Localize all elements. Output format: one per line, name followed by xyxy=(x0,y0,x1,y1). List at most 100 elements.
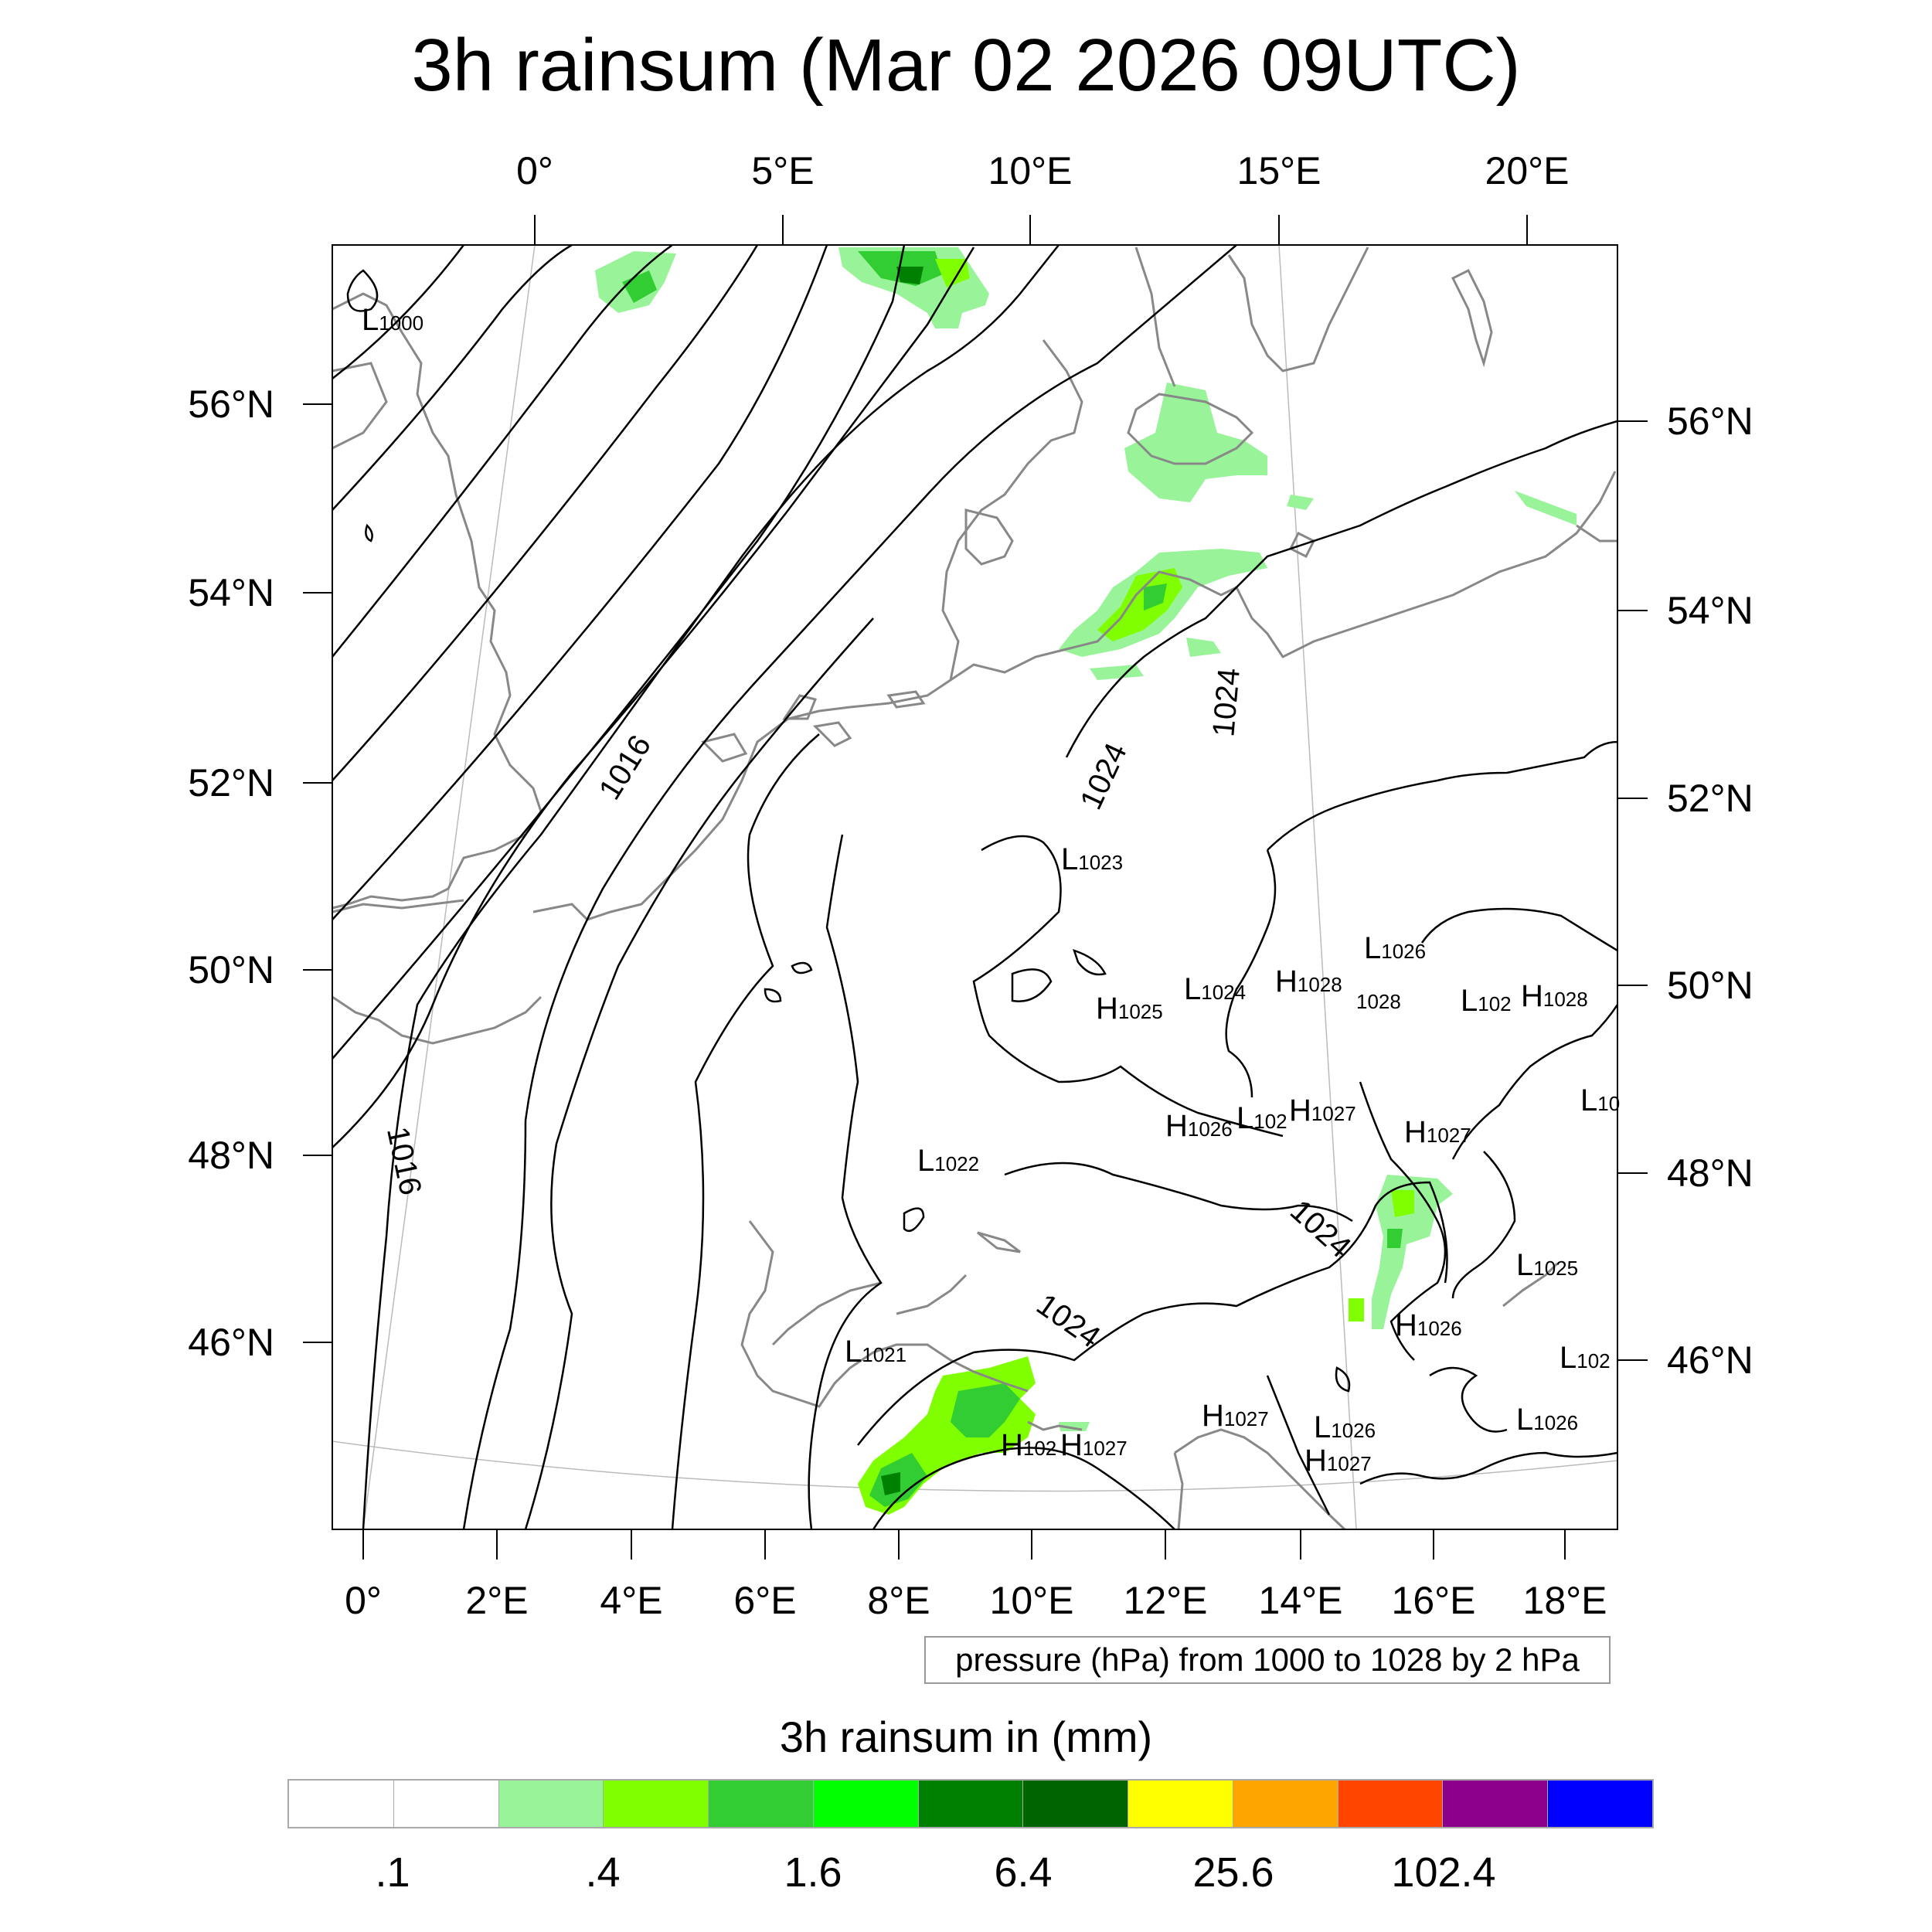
right-lat-label: 48°N xyxy=(1667,1151,1753,1195)
colorbar-label: .4 xyxy=(585,1849,621,1896)
left-lat-label: 54°N xyxy=(188,571,274,614)
top-lon-label: 10°E xyxy=(988,149,1073,192)
contour-label: 1016 xyxy=(380,1124,428,1198)
pressure-center-label: H1027 xyxy=(1060,1428,1128,1462)
pressure-center-label: L102 xyxy=(1236,1101,1287,1135)
pressure-center-label: H1027 xyxy=(1202,1399,1269,1433)
pressure-centers: L1000 L1023 L1026 H1025 L1024 H1028 1028… xyxy=(362,303,1620,1478)
pressure-center-label: L10 xyxy=(1580,1083,1620,1117)
pressure-center-label: H1028 xyxy=(1521,979,1588,1013)
colorbar-swatch xyxy=(604,1781,709,1827)
colorbar-swatch xyxy=(1233,1781,1338,1827)
pressure-center-label: H1027 xyxy=(1304,1444,1372,1478)
colorbar-swatch xyxy=(498,1781,604,1827)
bottom-lon-label: 12°E xyxy=(1123,1579,1208,1622)
pressure-center-label: H1025 xyxy=(1096,992,1163,1026)
rain-patch xyxy=(1124,383,1267,502)
colorbar-label: 25.6 xyxy=(1192,1849,1274,1896)
contour-label: 1024 xyxy=(1284,1193,1358,1264)
pressure-center-label: L1026 xyxy=(1364,931,1426,965)
coastlines xyxy=(332,247,1617,1529)
pressure-center-label: 1028 xyxy=(1356,990,1401,1013)
pressure-center-label: L1021 xyxy=(845,1335,906,1369)
pressure-center-label: L1026 xyxy=(1516,1403,1578,1437)
rain-patch xyxy=(622,270,657,303)
bottom-lon-label: 2°E xyxy=(465,1579,529,1622)
rain-patch xyxy=(951,1383,1020,1437)
pressure-center-label: L102 xyxy=(1461,984,1512,1018)
colorbar-swatch xyxy=(1443,1781,1549,1827)
colorbar-label: .1 xyxy=(375,1849,410,1896)
bottom-lon-label: 10°E xyxy=(989,1579,1074,1622)
map-title: 3h rainsum (Mar 02 2026 09UTC) xyxy=(411,24,1521,107)
right-lat-label: 56°N xyxy=(1667,400,1753,443)
rain-colorbar xyxy=(287,1779,1654,1828)
colorbar-label: 1.6 xyxy=(784,1849,842,1896)
pressure-center-label: L1000 xyxy=(362,303,423,337)
bottom-lon-label: 6°E xyxy=(733,1579,797,1622)
colorbar-swatch xyxy=(1338,1781,1444,1827)
colorbar-swatch xyxy=(1548,1781,1652,1827)
pressure-center-label: H1026 xyxy=(1395,1308,1462,1342)
colorbar-label: 102.4 xyxy=(1391,1849,1496,1896)
colorbar-label: 6.4 xyxy=(994,1849,1053,1896)
left-lat-label: 48°N xyxy=(188,1134,274,1177)
tick-marks xyxy=(303,215,1648,1560)
bottom-lon-label: 16°E xyxy=(1391,1579,1476,1622)
pressure-center-label: L1023 xyxy=(1061,842,1123,876)
legend-title: 3h rainsum in (mm) xyxy=(779,1713,1153,1761)
pressure-center-label: L1022 xyxy=(917,1144,979,1178)
rain-patch xyxy=(1287,495,1314,510)
rain-patch xyxy=(1186,638,1221,657)
pressure-center-label: L1025 xyxy=(1516,1248,1578,1282)
pressure-center-label: H1026 xyxy=(1165,1109,1233,1143)
left-lat-label: 52°N xyxy=(188,761,274,804)
colorbar-swatch xyxy=(289,1781,394,1827)
colorbar-swatch xyxy=(813,1781,919,1827)
pressure-center-label: H102 xyxy=(1001,1428,1056,1462)
rain-patch xyxy=(1387,1229,1403,1248)
colorbar-swatch xyxy=(1023,1781,1129,1827)
top-lon-label: 5°E xyxy=(751,149,815,192)
rain-patch xyxy=(896,267,923,284)
top-lon-label: 15°E xyxy=(1236,149,1321,192)
contour-info-box: pressure (hPa) from 1000 to 1028 by 2 hP… xyxy=(924,1636,1611,1684)
rain-patch xyxy=(1349,1298,1364,1321)
isobars xyxy=(332,245,1617,1529)
colorbar-swatch xyxy=(393,1781,499,1827)
pressure-center-label: L102 xyxy=(1560,1341,1611,1375)
map-frame xyxy=(332,244,1618,1530)
right-lat-label: 52°N xyxy=(1667,777,1753,820)
pressure-center-label: H1027 xyxy=(1404,1115,1471,1149)
pressure-center-label: L1026 xyxy=(1314,1410,1376,1444)
contour-label: 1016 xyxy=(593,730,658,806)
top-lon-label: 0° xyxy=(516,149,553,192)
rain-patch xyxy=(881,1472,900,1495)
rain-patch xyxy=(1391,1190,1414,1217)
left-lat-label: 50°N xyxy=(188,948,274,992)
right-lat-label: 46°N xyxy=(1667,1338,1753,1382)
rain-patch xyxy=(935,259,970,287)
right-lat-label: 50°N xyxy=(1667,964,1753,1007)
bottom-lon-label: 8°E xyxy=(867,1579,930,1622)
bottom-lon-label: 0° xyxy=(345,1579,382,1622)
bottom-lon-label: 18°E xyxy=(1522,1579,1607,1622)
pressure-center-label: H1027 xyxy=(1289,1094,1356,1128)
rain-patch xyxy=(1090,665,1144,680)
pressure-center-label: H1028 xyxy=(1275,964,1342,998)
rain-patch xyxy=(1144,583,1167,611)
bottom-lon-label: 4°E xyxy=(600,1579,663,1622)
left-lat-label: 46°N xyxy=(188,1321,274,1364)
colorbar-swatch xyxy=(709,1781,814,1827)
top-lon-label: 20°E xyxy=(1485,149,1570,192)
right-lat-label: 54°N xyxy=(1667,589,1753,632)
contour-label: 1024 xyxy=(1073,738,1133,815)
left-lat-label: 56°N xyxy=(188,383,274,426)
colorbar-swatch xyxy=(1128,1781,1233,1827)
pressure-center-label: L1024 xyxy=(1184,972,1246,1006)
contour-label: 1024 xyxy=(1206,667,1247,738)
bottom-lon-label: 14°E xyxy=(1258,1579,1343,1622)
colorbar-swatch xyxy=(918,1781,1024,1827)
rain-patch xyxy=(1515,491,1577,526)
